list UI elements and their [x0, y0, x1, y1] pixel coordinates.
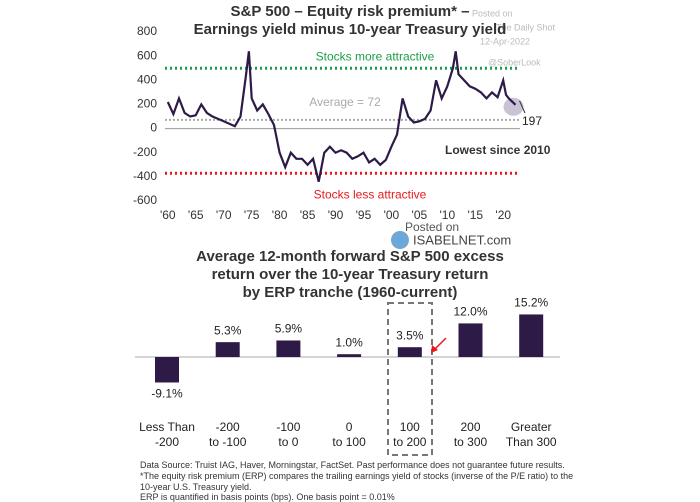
watermark: The Daily Shot — [496, 22, 556, 32]
reference-label: Stocks more attractive — [316, 49, 435, 63]
y-tick-label: -400 — [133, 169, 157, 183]
x-tick-label: Greater — [511, 420, 552, 434]
x-tick-label: -100 — [276, 420, 300, 434]
chart-title: Average 12-month forward S&P 500 excess — [196, 248, 504, 265]
x-tick-label: '90 — [328, 208, 344, 222]
chart-title: return over the 10-year Treasury return — [212, 266, 489, 283]
footnote: Data Source: Truist IAG, Haver, Mornings… — [140, 460, 565, 470]
reference-label: Average = 72 — [309, 95, 381, 109]
x-tick-label: '70 — [216, 208, 232, 222]
x-tick-label: '95 — [356, 208, 372, 222]
value-label: 12.0% — [453, 305, 487, 319]
highlight-box — [387, 302, 433, 456]
bar — [155, 357, 179, 383]
x-tick-label: to -100 — [209, 435, 247, 449]
y-tick-label: 800 — [137, 24, 157, 38]
reference-label: Stocks less attractive — [314, 187, 427, 201]
annotation: Lowest since 2010 — [445, 143, 551, 157]
annotation: 197 — [522, 114, 542, 128]
x-tick-label: -200 — [216, 420, 240, 434]
footnote: ERP is quantified in basis points (bps).… — [140, 492, 395, 502]
x-tick-label: '60 — [160, 208, 176, 222]
x-tick-label: '10 — [440, 208, 456, 222]
x-tick-label: '15 — [467, 208, 483, 222]
footnote: 10-year U.S. Treasury yield. — [140, 482, 252, 492]
logo-text: Posted on — [405, 220, 459, 234]
x-tick-label: Less Than — [139, 420, 195, 434]
footnote: *The equity risk premium (ERP) compares … — [140, 471, 573, 481]
highlight-marker — [503, 97, 524, 116]
bar — [276, 340, 301, 357]
bar — [215, 342, 240, 357]
x-tick-label: '00 — [384, 208, 400, 222]
arrow — [433, 337, 447, 351]
y-tick-label: 200 — [137, 97, 157, 111]
bar — [397, 347, 422, 357]
y-tick-label: 0 — [150, 121, 157, 135]
x-tick-label: 200 — [460, 420, 480, 434]
watermark: 12-Apr-2022 — [480, 36, 530, 46]
x-tick-label: to 0 — [278, 435, 298, 449]
y-tick-label: 600 — [137, 48, 157, 62]
x-tick-label: '75 — [244, 208, 260, 222]
watermark: @SoberLook — [488, 57, 541, 67]
annotation-arrow — [519, 100, 526, 114]
x-tick-label: '20 — [495, 208, 511, 222]
x-tick-label: '85 — [300, 208, 316, 222]
x-tick-label: to 300 — [454, 435, 488, 449]
x-tick-label: to 200 — [393, 435, 427, 449]
y-tick-label: -600 — [133, 193, 157, 207]
chart-title: by ERP tranche (1960-current) — [243, 284, 458, 301]
x-tick-label: 100 — [400, 420, 420, 434]
logo-icon — [391, 231, 409, 249]
arrow-head — [431, 345, 438, 353]
watermark: Posted on — [472, 8, 513, 18]
x-tick-label: '65 — [188, 208, 204, 222]
bar — [519, 314, 544, 357]
y-tick-label: 400 — [137, 72, 157, 86]
value-label: -9.1% — [151, 387, 183, 401]
x-tick-label: Than 300 — [506, 435, 557, 449]
chart-title: Earnings yield minus 10-year Treasury yi… — [194, 21, 507, 38]
value-label: 3.5% — [396, 328, 424, 342]
x-tick-label: 0 — [346, 420, 353, 434]
value-label: 5.3% — [214, 323, 242, 337]
line — [166, 51, 517, 182]
x-tick-label: '05 — [412, 208, 428, 222]
value-label: 1.0% — [335, 335, 363, 349]
value-label: 5.9% — [275, 322, 303, 336]
bar — [458, 323, 483, 357]
x-tick-label: -200 — [155, 435, 179, 449]
x-tick-label: to 100 — [332, 435, 366, 449]
chart-title: S&P 500 – Equity risk premium* – — [231, 3, 470, 20]
x-tick-label: '80 — [272, 208, 288, 222]
value-label: 15.2% — [514, 296, 548, 310]
logo-text: ISABELNET.com — [413, 232, 511, 247]
bar — [337, 354, 362, 357]
y-tick-label: -200 — [133, 145, 157, 159]
